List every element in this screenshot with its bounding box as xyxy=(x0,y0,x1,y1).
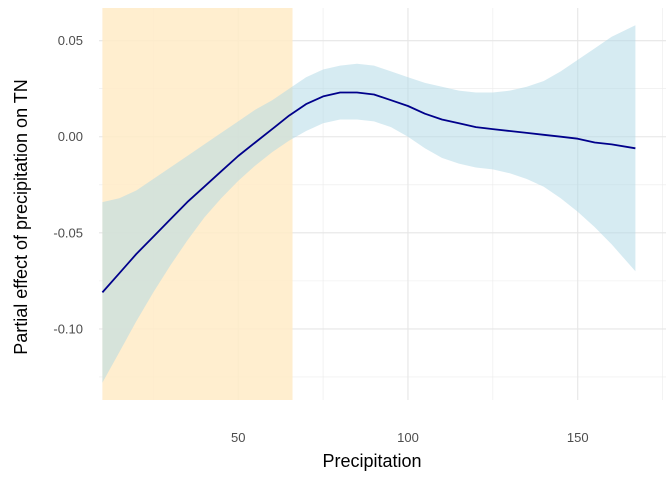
data-point xyxy=(237,155,239,157)
data-point xyxy=(254,142,256,144)
data-point xyxy=(424,113,426,115)
data-point xyxy=(407,105,409,107)
data-point xyxy=(475,126,477,128)
confidence-band xyxy=(102,25,636,383)
data-point xyxy=(152,236,154,238)
data-point xyxy=(441,118,443,120)
data-point xyxy=(577,138,579,140)
x-axis-title: Precipitation xyxy=(322,451,421,471)
confidence-band-layer xyxy=(102,25,636,383)
data-point xyxy=(339,92,341,94)
data-point xyxy=(135,253,137,255)
data-point xyxy=(509,130,511,132)
x-axis-ticks: 50 100 150 xyxy=(231,430,589,445)
data-point xyxy=(390,99,392,101)
data-point xyxy=(271,128,273,130)
x-tick-label: 150 xyxy=(567,430,589,445)
data-point xyxy=(543,134,545,136)
data-point xyxy=(458,122,460,124)
y-axis-title: Partial effect of precipitation on TN xyxy=(11,79,31,354)
data-point xyxy=(305,103,307,105)
data-point xyxy=(101,291,103,293)
data-point xyxy=(186,201,188,203)
data-point xyxy=(220,170,222,172)
data-point xyxy=(118,272,120,274)
data-point xyxy=(356,92,358,94)
data-point xyxy=(634,147,636,149)
data-point xyxy=(169,218,171,220)
data-point xyxy=(611,143,613,145)
data-point xyxy=(492,128,494,130)
series-line-layer xyxy=(101,91,636,293)
y-tick-label: 0.00 xyxy=(58,129,83,144)
series-line xyxy=(101,91,636,293)
y-axis-ticks: 0.05 0.00 -0.05 -0.10 xyxy=(53,33,83,336)
data-point xyxy=(526,132,528,134)
data-point xyxy=(203,186,205,188)
y-tick-label: -0.10 xyxy=(53,321,83,336)
data-point xyxy=(373,93,375,95)
data-point xyxy=(288,115,290,117)
x-tick-label: 50 xyxy=(231,430,245,445)
data-point xyxy=(322,95,324,97)
y-tick-label: -0.05 xyxy=(53,225,83,240)
data-point xyxy=(560,136,562,138)
x-tick-label: 100 xyxy=(397,430,419,445)
y-tick-label: 0.05 xyxy=(58,33,83,48)
data-point xyxy=(594,142,596,144)
